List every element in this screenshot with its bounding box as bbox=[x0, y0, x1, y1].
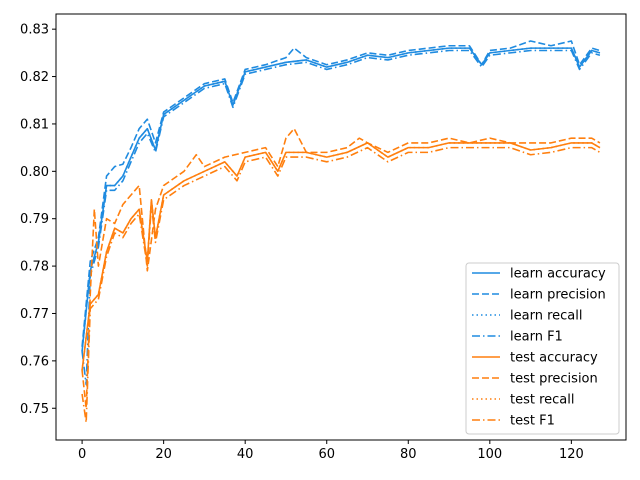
x-tick-label: 60 bbox=[318, 447, 335, 462]
axes-frame bbox=[55, 13, 627, 441]
legend-label: learn recall bbox=[510, 309, 582, 324]
x-tick-label: 0 bbox=[78, 447, 86, 462]
series-line-learn-precision bbox=[81, 40, 601, 347]
x-tick-label: 80 bbox=[400, 447, 417, 462]
y-tick-label: 0.75 bbox=[20, 402, 49, 417]
legend-label: learn accuracy bbox=[510, 267, 606, 282]
x-tick-label: 40 bbox=[237, 447, 254, 462]
legend-label: test recall bbox=[510, 393, 575, 408]
x-axis: 0 20 40 60 80 100 120 bbox=[78, 440, 584, 462]
plot-lines bbox=[81, 40, 601, 424]
series-line-test-f1 bbox=[81, 146, 601, 424]
y-tick-label: 0.80 bbox=[20, 165, 49, 180]
x-tick-label: 20 bbox=[155, 447, 172, 462]
y-tick-label: 0.78 bbox=[20, 260, 49, 275]
series-line-test-precision bbox=[81, 127, 601, 410]
y-tick-label: 0.83 bbox=[20, 23, 49, 38]
series-line-learn-f1 bbox=[81, 49, 601, 386]
legend-label: test F1 bbox=[510, 414, 555, 429]
y-tick-label: 0.82 bbox=[20, 70, 49, 85]
x-tick-label: 120 bbox=[559, 447, 584, 462]
y-tick-label: 0.79 bbox=[20, 212, 49, 227]
legend: learn accuracy learn precision learn recal… bbox=[465, 262, 620, 435]
y-tick-label: 0.76 bbox=[20, 354, 49, 369]
y-tick-label: 0.81 bbox=[20, 117, 49, 132]
x-tick-label: 100 bbox=[477, 447, 502, 462]
series-line-learn-recall bbox=[81, 47, 601, 352]
y-tick-label: 0.77 bbox=[20, 307, 49, 322]
legend-box bbox=[465, 262, 620, 435]
legend-label: learn precision bbox=[510, 288, 606, 303]
legend-label: learn F1 bbox=[510, 330, 563, 345]
series-line-test-accuracy bbox=[81, 142, 601, 371]
y-axis: 0.75 0.76 0.77 0.78 0.79 0.80 0.81 0.82 0.83 bbox=[20, 23, 56, 417]
legend-label: test precision bbox=[510, 372, 598, 387]
legend-label: test accuracy bbox=[510, 351, 598, 366]
